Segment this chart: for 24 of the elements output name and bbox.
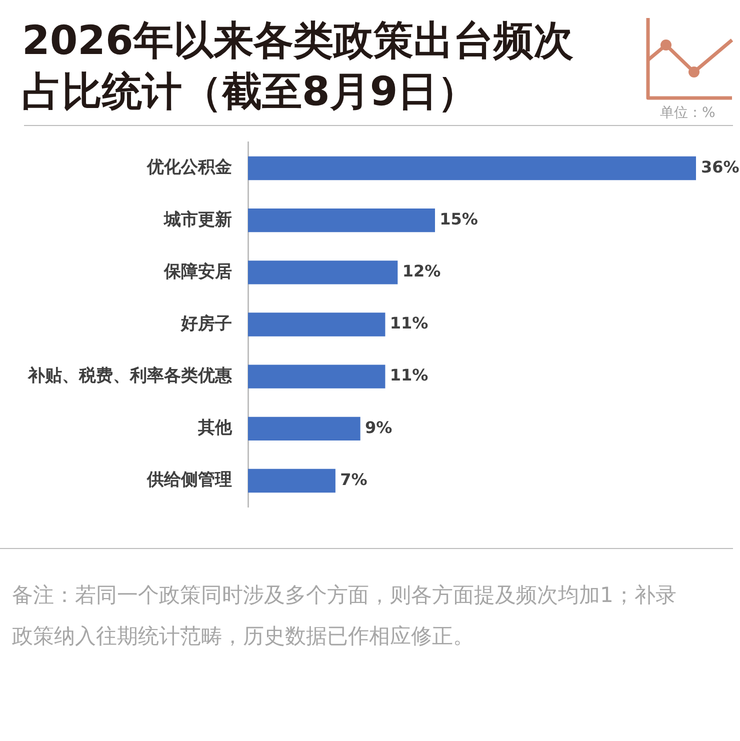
y-tick-label: 优化公积金 [146, 158, 232, 178]
data-label: 36% [701, 157, 740, 176]
bar [248, 260, 398, 284]
bar [248, 156, 696, 180]
y-tick-label: 供给侧管理 [146, 470, 232, 490]
bar [248, 312, 386, 336]
text: 备注：若同一个政策同时涉及多个方面，则各方面提及频次均加1；补录政策纳入往期统计范畴，历史数据已作相应修正。 [12, 582, 678, 650]
text: 单位：% [660, 104, 716, 122]
bar [248, 416, 360, 440]
bar [248, 468, 336, 493]
y-tick-label: 保障安居 [163, 262, 232, 282]
data-label: 11% [390, 314, 428, 333]
y-tick-label: 其他 [197, 418, 233, 438]
chart-title: 2026年以来各类政策出台频次占比统计（截至8月9日） [22, 17, 574, 117]
y-tick-label: 补贴、税费、利率各类优惠 [27, 366, 233, 386]
bar [248, 208, 435, 232]
data-label: 11% [390, 366, 428, 385]
data-label: 9% [365, 418, 392, 437]
y-tick-label: 城市更新 [163, 210, 232, 230]
bar [248, 364, 386, 388]
data-label: 12% [402, 262, 441, 281]
data-label: 15% [440, 209, 478, 228]
data-label: 7% [340, 470, 368, 489]
y-tick-label: 好房子 [180, 314, 232, 334]
